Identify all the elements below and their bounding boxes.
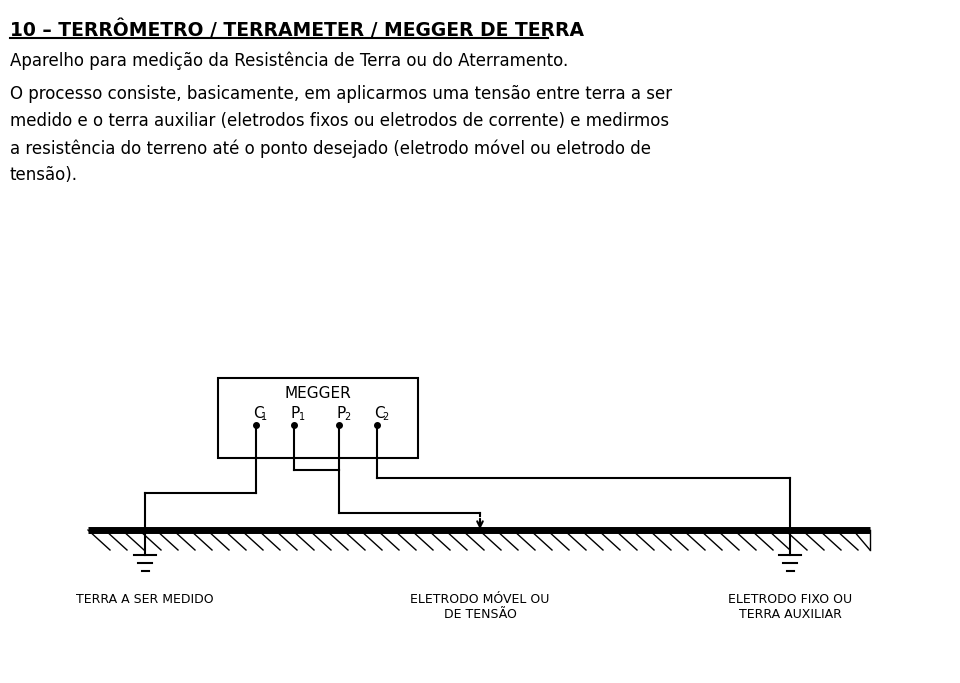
Text: O processo consiste, basicamente, em aplicarmos uma tensão entre terra a ser: O processo consiste, basicamente, em apl… — [10, 85, 672, 103]
Text: MEGGER: MEGGER — [284, 386, 351, 401]
Text: 1: 1 — [261, 412, 267, 422]
Text: medido e o terra auxiliar (eletrodos fixos ou eletrodos de corrente) e medirmos: medido e o terra auxiliar (eletrodos fix… — [10, 112, 669, 130]
Text: 2: 2 — [344, 412, 350, 422]
FancyBboxPatch shape — [218, 378, 418, 458]
Text: P: P — [291, 406, 300, 421]
Text: 2: 2 — [382, 412, 388, 422]
Text: a resistência do terreno até o ponto desejado (eletrodo móvel ou eletrodo de: a resistência do terreno até o ponto des… — [10, 139, 651, 158]
Text: TERRA A SER MEDIDO: TERRA A SER MEDIDO — [76, 593, 214, 606]
Text: tensão).: tensão). — [10, 166, 78, 184]
Text: ELETRODO MÓVEL OU
DE TENSÃO: ELETRODO MÓVEL OU DE TENSÃO — [410, 593, 550, 621]
Text: P: P — [336, 406, 346, 421]
Text: ELETRODO FIXO OU
TERRA AUXILIAR: ELETRODO FIXO OU TERRA AUXILIAR — [728, 593, 852, 621]
Text: Aparelho para medição da Resistência de Terra ou do Aterramento.: Aparelho para medição da Resistência de … — [10, 52, 568, 70]
Text: 1: 1 — [299, 412, 305, 422]
Text: C: C — [253, 406, 264, 421]
Text: 10 – TERRÔMETRO / TERRAMETER / MEGGER DE TERRA: 10 – TERRÔMETRO / TERRAMETER / MEGGER DE… — [10, 20, 584, 40]
Text: C: C — [374, 406, 385, 421]
